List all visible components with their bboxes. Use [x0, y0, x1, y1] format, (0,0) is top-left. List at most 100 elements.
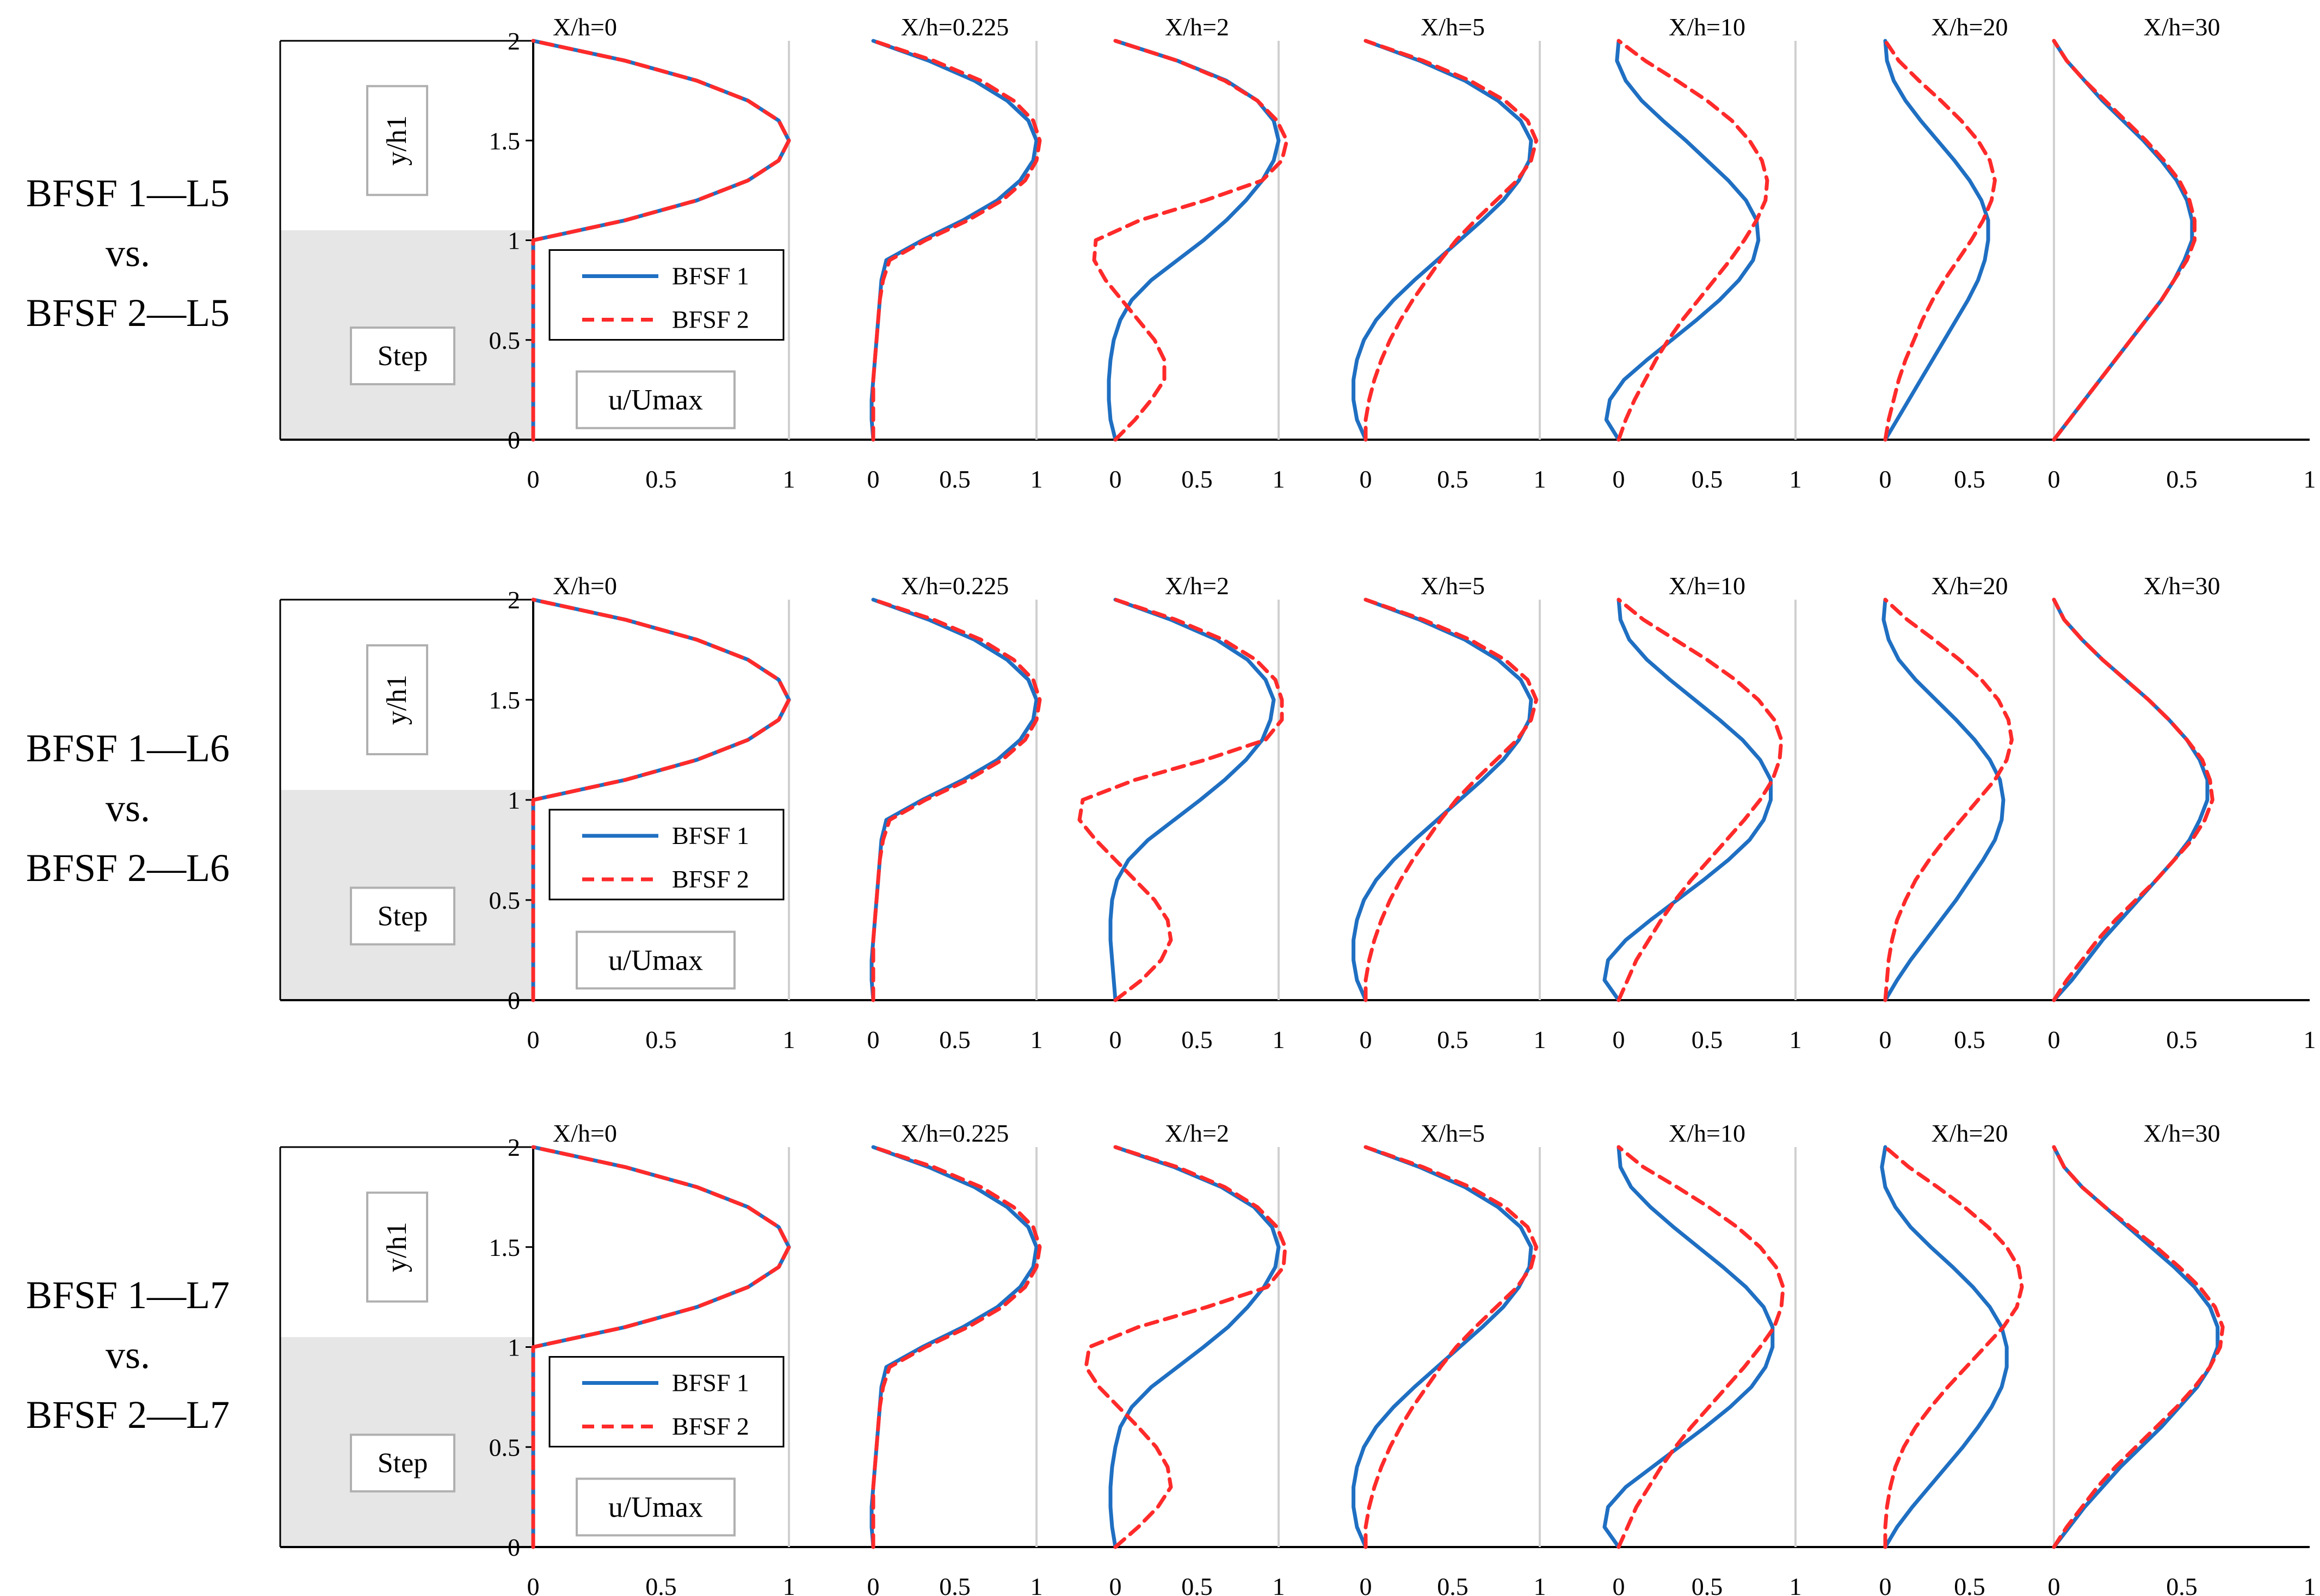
series-bfsf1-line [2052, 1145, 2220, 1549]
series-bfsf1-line [2052, 597, 2210, 1002]
x-tick-label: 0 [1879, 1026, 1892, 1053]
panel-3-label-line-2: vs. [105, 1333, 151, 1377]
x-tick-label: 0.5 [1692, 1573, 1723, 1596]
xlabel-box [576, 370, 736, 429]
x-tick-label: 1 [1790, 1026, 1802, 1053]
panel-1-label-line-3: BFSF 2—L5 [26, 291, 230, 335]
ylabel: y/h1 [381, 115, 412, 165]
panel-2-label: BFSF 1—L6 vs. BFSF 2—L6 [0, 718, 256, 898]
panel-2-label-line-1: BFSF 1—L6 [26, 726, 230, 770]
x-tick-label: 1 [783, 1026, 795, 1053]
series-bfsf2-line [871, 1145, 1042, 1549]
x-tick-label: 0 [1360, 465, 1372, 493]
station-title: X/h=2 [1165, 1119, 1229, 1147]
x-tick-label: 0 [527, 1573, 540, 1596]
x-tick-label: 0 [527, 1026, 540, 1053]
series-bfsf1-line [1352, 597, 1533, 1002]
y-tick-label: 0 [508, 987, 520, 1014]
series-bfsf2-line [1092, 39, 1289, 442]
step-label: Step [378, 341, 428, 372]
y-tick-label: 1 [508, 1334, 520, 1361]
x-tick-label: 0 [2048, 465, 2060, 493]
x-tick-label: 1 [1790, 1573, 1802, 1596]
series-bfsf2-line [1883, 1145, 2024, 1549]
legend-label: BFSF 2 [672, 865, 749, 893]
station-title: X/h=20 [1932, 572, 2008, 600]
series-bfsf2-line [2052, 39, 2196, 442]
station-title: X/h=2 [1165, 13, 1229, 41]
x-tick-label: 0 [867, 1026, 880, 1053]
ylabel: y/h1 [381, 675, 412, 725]
xlabel: u/Umax [608, 1491, 703, 1524]
station-title: X/h=0.225 [901, 572, 1009, 600]
x-tick-label: 0.5 [645, 1573, 677, 1596]
series-bfsf1-line [1883, 39, 1990, 442]
y-tick-label: 0.5 [489, 886, 521, 914]
series-bfsf2-line [1616, 597, 1784, 1002]
x-tick-label: 0 [1879, 1573, 1892, 1596]
x-tick-label: 1 [1534, 465, 1546, 493]
x-tick-label: 0 [1613, 1573, 1625, 1596]
x-tick-label: 1 [783, 1573, 795, 1596]
station-title: X/h=2 [1165, 572, 1229, 600]
x-tick-label: 1 [1031, 1573, 1043, 1596]
series-bfsf1-line [1881, 597, 2006, 1002]
x-tick-label: 0.5 [1954, 465, 1985, 493]
x-tick-label: 0 [1613, 465, 1625, 493]
panel-3-label-line-3: BFSF 2—L7 [26, 1393, 230, 1437]
series-bfsf2-line [1363, 39, 1539, 442]
x-tick-label: 1 [2304, 1026, 2316, 1053]
x-tick-label: 0.5 [645, 465, 677, 493]
x-tick-label: 1 [1534, 1026, 1546, 1053]
station-title: X/h=30 [2144, 572, 2220, 600]
panel-1-label-line-2: vs. [105, 231, 151, 275]
series-bfsf1-line [1108, 597, 1276, 1002]
x-tick-label: 0.5 [939, 1026, 971, 1053]
x-tick-label: 0.5 [1692, 465, 1723, 493]
x-tick-label: 1 [1031, 1026, 1043, 1053]
station-title: X/h=30 [2144, 13, 2220, 41]
y-tick-label: 0.5 [489, 1433, 521, 1461]
station-title: X/h=10 [1669, 13, 1745, 41]
x-tick-label: 0 [1613, 1026, 1625, 1053]
x-tick-label: 0 [1879, 465, 1892, 493]
series-bfsf1-line [1352, 39, 1533, 442]
x-tick-label: 1 [1273, 1573, 1285, 1596]
step-label-box [350, 1433, 455, 1493]
series-bfsf1-line [1880, 1145, 2009, 1549]
y-tick-label: 1 [508, 786, 520, 814]
station-title: X/h=30 [2144, 1119, 2220, 1147]
legend-label: BFSF 1 [672, 262, 749, 290]
legend-label: BFSF 1 [672, 822, 749, 849]
x-tick-label: 0.5 [1181, 1026, 1213, 1053]
ylabel-box [366, 644, 428, 755]
series-bfsf2-line [871, 39, 1042, 442]
x-tick-label: 0.5 [1692, 1026, 1723, 1053]
step-label: Step [378, 1448, 428, 1479]
y-tick-label: 0 [508, 426, 520, 454]
y-tick-label: 2 [508, 1133, 520, 1161]
x-tick-label: 1 [1790, 465, 1802, 493]
station-title: X/h=0.225 [901, 1119, 1009, 1147]
x-tick-label: 0.5 [2166, 465, 2198, 493]
y-tick-label: 0.5 [489, 326, 521, 354]
series-bfsf2-line [1077, 597, 1284, 1002]
legend-label: BFSF 2 [672, 306, 749, 334]
x-tick-label: 0.5 [1437, 1026, 1468, 1053]
station-title: X/h=0 [553, 572, 617, 600]
series-bfsf2-line [1616, 39, 1769, 442]
y-tick-label: 1.5 [489, 686, 521, 714]
station-title: X/h=10 [1669, 572, 1745, 600]
y-tick-label: 1.5 [489, 127, 521, 155]
legend-box [548, 249, 785, 341]
ylabel-box [366, 85, 428, 196]
x-tick-label: 0.5 [939, 465, 971, 493]
station-title: X/h=5 [1421, 13, 1485, 41]
x-tick-label: 0.5 [1437, 1573, 1468, 1596]
x-tick-label: 0 [1360, 1573, 1372, 1596]
series-bfsf2-line [2052, 597, 2214, 1002]
series-bfsf2-line [871, 597, 1042, 1002]
x-tick-label: 1 [2304, 1573, 2316, 1596]
step-label-box [350, 886, 455, 946]
